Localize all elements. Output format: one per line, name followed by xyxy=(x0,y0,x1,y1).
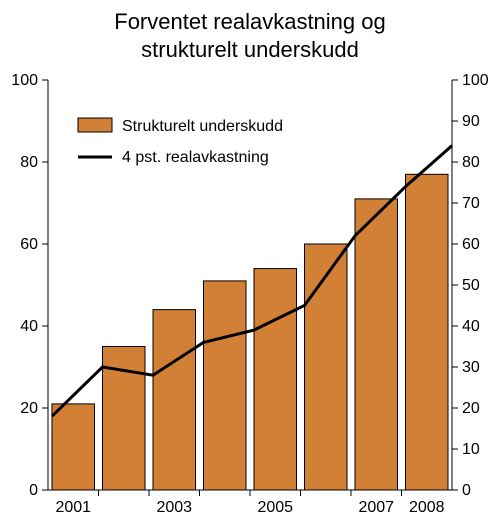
ytick-left-label: 20 xyxy=(20,400,38,417)
chart-svg: 0 20 40 60 80 100 0 10 20 30 40 50 60 70 80 90 100 2001 20… xyxy=(0,0,500,519)
ytick-right-label: 100 xyxy=(462,72,489,89)
xtick-label: 2001 xyxy=(55,499,91,516)
xtick-label: 2003 xyxy=(156,499,192,516)
ytick-right-label: 30 xyxy=(462,359,480,376)
ytick-right-label: 0 xyxy=(462,482,471,499)
ytick-right-label: 60 xyxy=(462,236,480,253)
chart-title: Forventet realavkastning og strukturelt … xyxy=(0,8,500,63)
chart-title-line-1: Forventet realavkastning og xyxy=(114,9,386,34)
legend-label-line: 4 pst. realavkastning xyxy=(122,149,269,166)
xtick-label: 2005 xyxy=(257,499,293,516)
bar xyxy=(204,281,247,490)
ytick-right-label: 90 xyxy=(462,113,480,130)
ytick-right-label: 50 xyxy=(462,277,480,294)
bar xyxy=(153,310,196,490)
legend-swatch-bar xyxy=(78,118,112,132)
ytick-left-label: 80 xyxy=(20,154,38,171)
chart-container: Forventet realavkastning og strukturelt … xyxy=(0,0,500,519)
ytick-left-label: 60 xyxy=(20,236,38,253)
bar xyxy=(355,199,398,490)
ytick-left-label: 100 xyxy=(11,72,38,89)
ytick-right-label: 20 xyxy=(462,400,480,417)
bar xyxy=(254,269,297,490)
ytick-left-label: 0 xyxy=(29,482,38,499)
chart-title-line-2: strukturelt underskudd xyxy=(141,37,359,62)
ytick-right-label: 80 xyxy=(462,154,480,171)
ytick-left-label: 40 xyxy=(20,318,38,335)
ytick-right-label: 10 xyxy=(462,441,480,458)
bar xyxy=(52,404,95,490)
bar xyxy=(406,174,449,490)
ytick-right-label: 40 xyxy=(462,318,480,335)
xtick-label: 2007 xyxy=(358,499,394,516)
legend-label-bar: Strukturelt underskudd xyxy=(122,118,283,135)
xtick-label: 2008 xyxy=(409,499,445,516)
bar xyxy=(305,244,348,490)
ytick-right-label: 70 xyxy=(462,195,480,212)
